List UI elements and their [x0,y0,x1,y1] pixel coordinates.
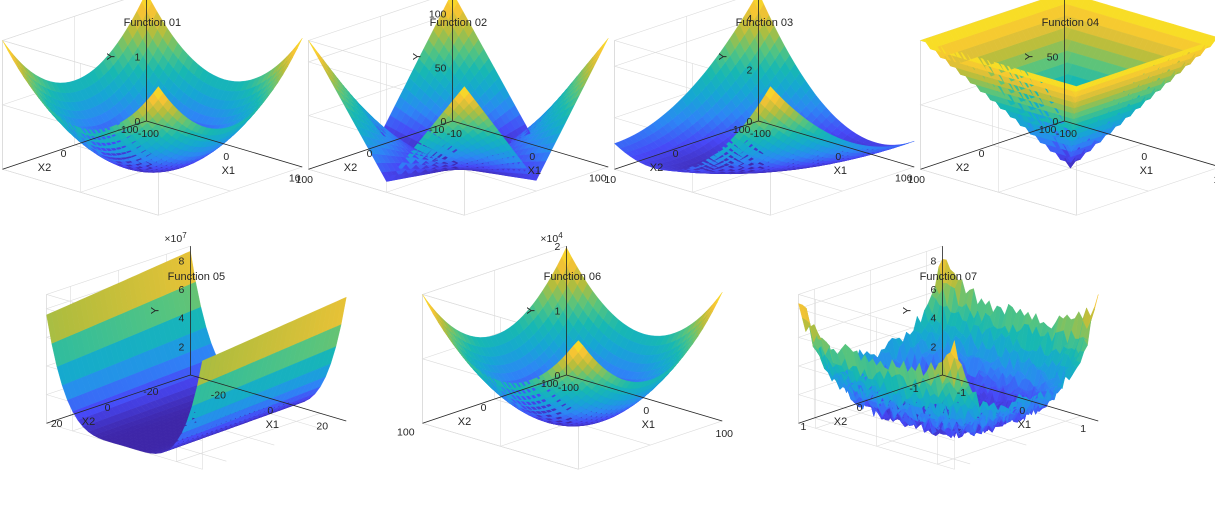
x-tick-label: -100 [1056,128,1077,140]
y-tick-label: 100 [589,172,607,184]
y-tick-label: 100 [895,172,913,184]
y-tick-label: 0 [673,148,679,160]
y-tick-label: -100 [1035,124,1056,136]
y-axis-label: X2 [650,162,663,174]
y-tick-label: -10 [429,124,444,136]
x-tick-label: -100 [138,128,159,140]
z-tick-label: 6 [179,284,185,296]
surface-patch [292,38,303,55]
x-tick-label: -10 [447,128,462,140]
panel-function-05: 2 4 6 8 ×107 -20 0 20 -20 0 20 Y X1 X2 Function 05 [45,231,347,470]
x-tick-label: 0 [835,151,841,163]
y-tick-label: 0 [105,402,111,414]
y-tick-label: -100 [729,124,750,136]
x-axis-label: X1 [222,165,235,177]
y-tick-label: 0 [367,148,373,160]
surface-patch [598,38,609,54]
panel-title: Function 03 [736,17,793,29]
panel-title: Function 02 [430,17,487,29]
surface-patch [712,292,723,309]
x-axis-label: X1 [528,165,541,177]
z-tick-label: 2 [179,341,185,353]
z-tick-label: 50 [435,62,447,74]
z-tick-label: 4 [179,313,185,325]
z-axis-label: Y [717,52,729,60]
x-tick-label: 0 [223,151,229,163]
z-axis-label: Y [105,52,117,60]
x-tick-label: -20 [211,390,226,402]
panel-title: Function 04 [1042,17,1099,29]
panel-title: Function 01 [124,17,181,29]
surface-plot: 2 4 6 8 ×107 -20 0 20 -20 0 20 Y X1 X2 [45,231,347,470]
z-tick-label: 50 [1047,52,1059,64]
x-tick-label: 0 [529,151,535,163]
y-axis-label: X2 [82,416,95,428]
y-tick-label: 10 [289,172,301,184]
z-axis-label: Y [149,306,161,314]
panel-title: Function 05 [168,271,225,283]
y-tick-label: -20 [143,386,158,398]
x-tick-label: 20 [316,420,328,432]
x-axis-label: X1 [266,419,279,431]
y-axis-label: X2 [38,162,51,174]
x-tick-label: 0 [267,405,273,417]
y-tick-label: 20 [51,418,63,430]
z-axis-label: Y [1023,52,1035,60]
x-tick-label: 0 [1141,151,1147,163]
z-tick-label: 2 [747,64,753,76]
x-axis-label: X1 [834,165,847,177]
y-axis-label: X2 [344,162,357,174]
y-tick-label: 0 [61,148,67,160]
x-axis-label: X1 [1140,165,1153,177]
z-tick-label: 1 [135,52,141,64]
y-tick-label: 0 [979,148,985,160]
z-axis-label: Y [411,52,423,60]
z-tick-label: 8 [179,255,185,267]
y-axis-label: X2 [956,162,969,174]
surface-patch [7,46,18,64]
y-tick-label: -100 [117,124,138,136]
z-exponent-label: ×107 [164,231,187,245]
x-tick-label: -100 [750,128,771,140]
